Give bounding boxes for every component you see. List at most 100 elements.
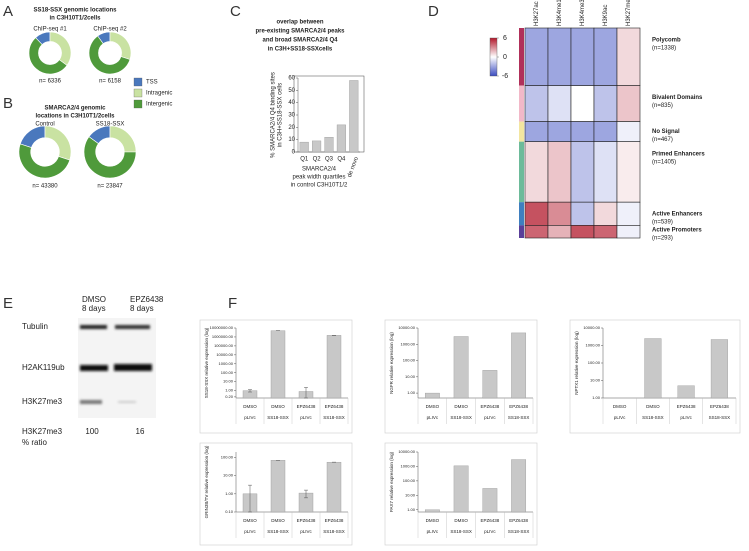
- blot-column-label: EPZ6438: [130, 295, 164, 304]
- y-tick-label: 1000.00: [401, 341, 416, 346]
- chart-title: pre-existing SMARCA2/4 peaks: [255, 29, 345, 35]
- x-tick-label: DMSO: [613, 404, 627, 409]
- x-tick-label: DMSO: [454, 518, 468, 523]
- x-tick-label: EPZ6438: [677, 404, 696, 409]
- column-label: H3K27ac: [534, 1, 540, 26]
- legend-label: Intragenic: [146, 91, 172, 97]
- donut-slice: [19, 125, 46, 148]
- legend-label: Intergenic: [146, 102, 172, 108]
- y-tick-label: 1.00: [225, 491, 234, 496]
- heatmap-cell: [547, 85, 572, 122]
- error-bar: [248, 389, 252, 393]
- x-tick-label: Q1: [300, 157, 309, 163]
- x-tick-label: DMSO: [271, 518, 285, 523]
- y-tick-label: 1000000.00: [212, 334, 234, 339]
- heatmap-cell: [570, 27, 595, 86]
- bar: [336, 124, 346, 153]
- y-tick-label: 10.00: [590, 378, 601, 383]
- x-tick-label: EPZ6438: [509, 404, 528, 409]
- x-tick-label: DMSO: [646, 404, 660, 409]
- x-tick-label: pLIVc: [244, 415, 256, 420]
- x-tick-label: pLIVc: [300, 415, 312, 420]
- group-label: No Signal: [652, 129, 680, 135]
- y-tick-label: 100.00: [403, 478, 416, 483]
- panel-label: A: [3, 3, 13, 20]
- column-label: H3K4me3: [580, 0, 586, 26]
- chart-frame: [199, 319, 353, 434]
- y-tick-label: 40: [288, 100, 295, 106]
- y-axis-label: NGFR relative expression (log): [389, 332, 394, 394]
- y-axis-label: in C3H+SS18-SSX cells: [278, 83, 284, 147]
- x-axis-label: SMARCA2/4: [302, 167, 337, 173]
- x-tick-label: DMSO: [454, 404, 468, 409]
- x-tick-label: pLIVc: [244, 529, 256, 534]
- y-tick-label: 10000.00: [583, 325, 600, 330]
- blot-band: [118, 401, 136, 403]
- group-strip: [519, 85, 524, 122]
- x-tick-label: EPZ6438: [297, 518, 316, 523]
- bar: [424, 509, 440, 513]
- x-tick-label: SS18-SSX: [267, 415, 289, 420]
- chart-title: SS18-SSX genomic locations: [33, 8, 117, 14]
- x-axis-label: peak width quartiles: [292, 175, 345, 181]
- y-tick-label: 1000.00: [586, 343, 601, 348]
- x-tick-label: Q3: [325, 157, 334, 163]
- heatmap-cell: [547, 27, 572, 86]
- x-tick-label: DMSO: [426, 404, 440, 409]
- x-axis-label: in control C3H10T1/2: [291, 183, 348, 189]
- group-size-label: (n=1405): [652, 159, 676, 165]
- x-tick-label: pLIVc: [680, 415, 692, 420]
- y-tick-label: 10000.00: [398, 449, 415, 454]
- heatmap-cell: [593, 141, 618, 203]
- series-name: Control: [35, 122, 54, 128]
- y-tick-label: 10000.00: [216, 352, 233, 357]
- annotation: n= 6158: [99, 79, 122, 85]
- bar: [677, 385, 695, 399]
- x-tick-label: SS18-SSX: [323, 415, 345, 420]
- heatmap-cell: [616, 85, 641, 122]
- heatmap-cell: [524, 121, 549, 142]
- y-tick-label: 1.00: [592, 395, 601, 400]
- x-tick-label: SS18-SSX: [323, 529, 345, 534]
- donut-slice: [18, 143, 71, 179]
- legend-swatch: [133, 88, 143, 98]
- y-tick-label: 1.00: [225, 388, 234, 393]
- blot-band: [80, 325, 107, 329]
- heatmap-cell: [616, 27, 641, 86]
- y-tick-label: 20: [288, 125, 295, 131]
- annotation: n= 43380: [32, 184, 58, 190]
- donut-slice: [88, 35, 131, 75]
- bar: [710, 339, 728, 399]
- blot-band: [80, 400, 102, 404]
- x-tick-label: SS18-SSX: [508, 529, 530, 534]
- chart-title: in C3H10T1/2cells: [49, 16, 101, 22]
- y-tick-label: 10.00: [405, 492, 416, 497]
- donut-slice: [83, 136, 137, 179]
- bar: [453, 336, 469, 399]
- y-tick-label: 100.00: [221, 455, 234, 460]
- y-tick-label: 10000.00: [398, 325, 415, 330]
- y-tick-label: 1.00: [407, 390, 416, 395]
- group-label: Active Promoters: [652, 227, 702, 233]
- heatmap-cell: [593, 85, 618, 122]
- ratio-value: 16: [136, 427, 145, 436]
- legend-swatch: [133, 99, 143, 109]
- panel-label: E: [3, 295, 13, 312]
- error-bar: [304, 387, 308, 399]
- blot-band: [80, 365, 108, 371]
- bar: [511, 332, 527, 399]
- group-strip: [519, 202, 524, 226]
- blot-row-label: Tubulin: [22, 322, 48, 331]
- y-tick-label: 30: [288, 113, 295, 119]
- x-tick-label: pLIVc: [427, 415, 439, 420]
- heatmap-cell: [593, 225, 618, 239]
- y-axis-label: % SMARCA2/4 Q4 binding sites: [271, 72, 277, 158]
- x-tick-label: EPZ6438: [509, 518, 528, 523]
- y-tick-label: 0: [292, 150, 296, 156]
- y-tick-label: 1000.00: [219, 361, 234, 366]
- colorbar-tick-label: 6: [503, 35, 507, 42]
- bar: [270, 460, 286, 513]
- x-tick-label: SS18-SSX: [709, 415, 731, 420]
- bar: [511, 459, 527, 513]
- y-tick-label: 0.10: [225, 509, 234, 514]
